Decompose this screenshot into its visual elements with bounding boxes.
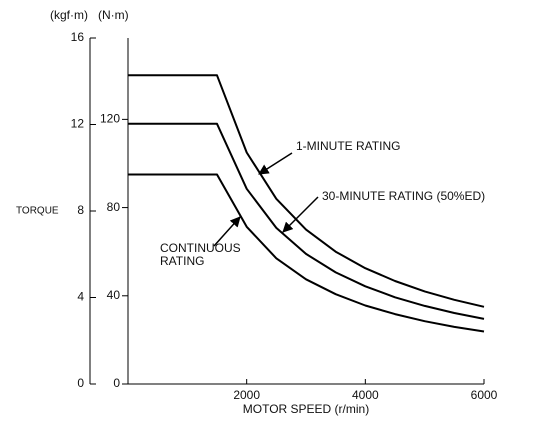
annotation-arrow — [258, 152, 293, 175]
y-tick-label: 12 — [71, 117, 85, 131]
series-label: 1-MINUTE RATING — [296, 139, 401, 153]
y-tick-label: 8 — [77, 203, 84, 217]
series-line — [128, 122, 485, 320]
x-tick-label: 6000 — [471, 388, 498, 402]
series-line — [128, 173, 485, 333]
annotation-arrow — [282, 196, 319, 233]
x-axis-label: MOTOR SPEED (r/min) — [243, 402, 369, 416]
annotation-arrow — [213, 216, 241, 247]
y2-tick-label: 0 — [113, 376, 120, 390]
y2-unit: (N·m) — [98, 8, 129, 22]
y-axis-label: TORQUE — [16, 206, 59, 217]
y-tick-label: 0 — [77, 376, 84, 390]
y-tick-label: 16 — [71, 30, 85, 44]
x-tick-label: 2000 — [233, 388, 260, 402]
y2-tick-label: 80 — [107, 200, 121, 214]
series-label: 30-MINUTE RATING (50%ED) — [322, 189, 486, 203]
series-line — [128, 74, 485, 308]
y-unit: (kgf·m) — [50, 8, 88, 22]
y-tick-label: 4 — [77, 290, 84, 304]
y2-tick-label: 40 — [107, 288, 121, 302]
series-label: CONTINUOUS RATING — [160, 241, 241, 268]
y2-tick-label: 120 — [100, 112, 120, 126]
x-tick-label: 4000 — [352, 388, 379, 402]
